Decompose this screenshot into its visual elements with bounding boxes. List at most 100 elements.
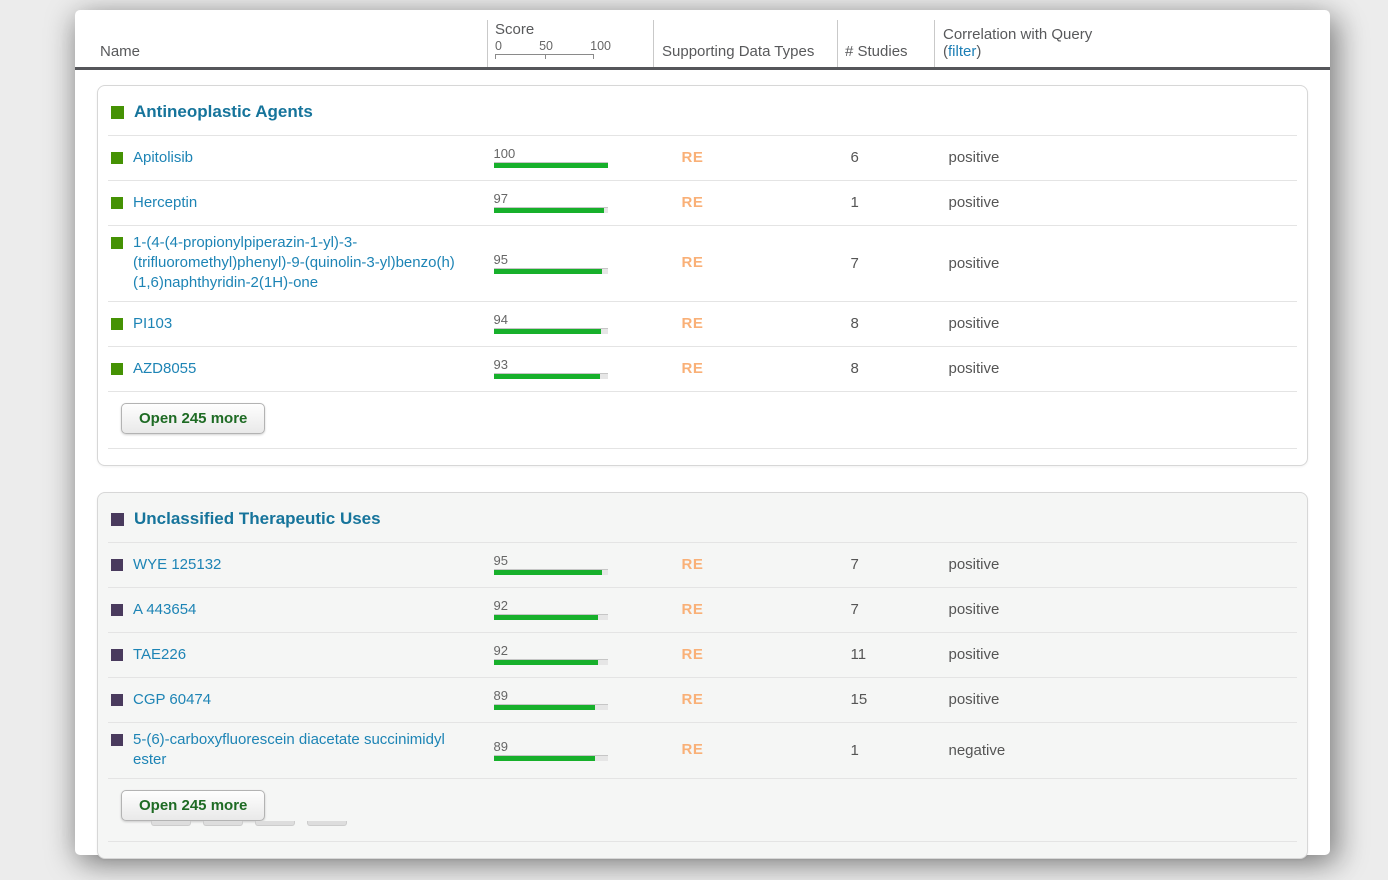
score-bar-fill: [493, 660, 599, 665]
data-type-badge[interactable]: RE: [681, 314, 704, 332]
row-marker-icon: [111, 362, 123, 375]
result-name-link[interactable]: WYE 125132: [133, 555, 222, 573]
studies-count: 8: [850, 360, 859, 377]
data-type-badge[interactable]: RE: [681, 359, 704, 377]
open-more-button[interactable]: Open 245 more: [121, 790, 266, 821]
score-bar-track: [493, 207, 608, 213]
data-type-badge[interactable]: RE: [681, 690, 704, 708]
score-bar-track: [493, 614, 608, 620]
studies-count-cell: 6: [844, 149, 941, 166]
correlation-cell: positive: [941, 646, 1308, 663]
result-score-cell: 92: [493, 598, 660, 620]
result-name-link[interactable]: PI103: [133, 314, 173, 332]
column-header-studies: # Studies: [837, 20, 934, 67]
correlation-cell: positive: [941, 601, 1308, 618]
result-score-cell: 89: [493, 689, 660, 710]
score-tick-0: 0: [495, 39, 502, 53]
result-score-cell: 95: [493, 553, 660, 575]
group-rows: Apitolisib 100 RE 6 positive Herceptin 9…: [98, 135, 1307, 391]
result-row: Herceptin 97 RE 1 positive: [98, 180, 1307, 225]
score-bar-track: [493, 328, 608, 334]
supporting-data-types-cell: RE: [660, 315, 844, 333]
score-value: 95: [493, 251, 508, 267]
data-type-badge[interactable]: RE: [681, 555, 704, 573]
correlation-cell: positive: [941, 194, 1308, 211]
supporting-data-types-cell: RE: [660, 691, 844, 709]
supporting-data-types-label: Supporting Data Types: [662, 43, 815, 60]
result-name-link[interactable]: Apitolisib: [133, 148, 194, 166]
correlation-cell: positive: [941, 315, 1308, 332]
open-more-button[interactable]: Open 245 more: [121, 403, 266, 434]
group-marker-icon: [111, 105, 124, 119]
supporting-data-types-cell: RE: [660, 360, 844, 378]
group-title-link[interactable]: Unclassified Therapeutic Uses: [134, 509, 381, 528]
result-name-link[interactable]: Herceptin: [133, 193, 198, 211]
score-bar-track: [493, 267, 608, 274]
score-value: 95: [493, 553, 508, 568]
correlation-value: positive: [948, 601, 1000, 618]
result-name-link[interactable]: 1-(4-(4-propionylpiperazin-1-yl)-3-(trif…: [133, 234, 455, 291]
correlation-value: positive: [948, 194, 1000, 211]
correlation-value: positive: [948, 646, 1000, 663]
row-marker-icon: [111, 237, 123, 249]
result-name-cell: 1-(4-(4-propionylpiperazin-1-yl)-3-(trif…: [111, 233, 494, 293]
supporting-data-types-cell: RE: [660, 194, 844, 212]
correlation-cell: positive: [941, 691, 1308, 708]
score-bar-track: [493, 373, 608, 379]
open-more-row: Open 245 more: [98, 778, 1307, 841]
score-bar-track: [493, 754, 608, 761]
column-header-correlation: Correlation with Query (filter): [934, 20, 1330, 67]
supporting-data-types-cell: RE: [660, 149, 844, 167]
group-panel: Unclassified Therapeutic Uses WYE 125132…: [97, 492, 1308, 859]
score-bar-fill: [493, 329, 601, 334]
result-name-link[interactable]: A 443654: [133, 600, 197, 618]
studies-count: 1: [850, 194, 859, 211]
result-row: TAE226 92 RE 11 positive: [98, 632, 1307, 677]
data-type-badge[interactable]: RE: [681, 645, 704, 663]
result-name-link[interactable]: TAE226: [133, 645, 187, 663]
score-value: 92: [493, 598, 508, 613]
score-tick-100: 100: [590, 39, 611, 53]
data-type-badge[interactable]: RE: [681, 254, 704, 271]
data-type-badge[interactable]: RE: [681, 600, 704, 618]
supporting-data-types-cell: RE: [660, 254, 844, 272]
groups: Antineoplastic Agents Apitolisib 100 RE …: [75, 70, 1330, 859]
filter-paren-close: ): [976, 43, 982, 60]
studies-count: 6: [850, 149, 859, 166]
column-header-supporting-data-types: Supporting Data Types: [653, 20, 837, 67]
result-name-link[interactable]: CGP 60474: [133, 690, 212, 708]
studies-count: 7: [850, 556, 859, 573]
data-type-badge[interactable]: RE: [681, 148, 704, 166]
result-name-cell: Herceptin: [111, 193, 494, 213]
correlation-cell: positive: [941, 360, 1308, 377]
group-title-link[interactable]: Antineoplastic Agents: [134, 102, 313, 121]
score-bar-fill: [493, 208, 605, 213]
result-score-cell: 95: [493, 251, 660, 274]
result-name-link[interactable]: 5-(6)-carboxyfluorescein diacetate succi…: [133, 731, 445, 768]
result-row: CGP 60474 89 RE 15 positive: [98, 677, 1307, 722]
studies-count-cell: 7: [844, 556, 941, 573]
studies-count: 1: [850, 741, 859, 759]
filter-link[interactable]: filter: [948, 43, 977, 60]
data-type-badge[interactable]: RE: [681, 741, 704, 758]
result-score-cell: 94: [493, 313, 660, 334]
row-marker-icon: [111, 648, 123, 661]
data-type-badge[interactable]: RE: [681, 193, 704, 211]
result-row: 5-(6)-carboxyfluorescein diacetate succi…: [98, 722, 1307, 778]
correlation-cell: positive: [941, 556, 1308, 573]
result-name-cell: WYE 125132: [111, 555, 494, 575]
studies-count-cell: 15: [844, 691, 941, 708]
result-name-link[interactable]: AZD8055: [133, 359, 197, 377]
correlation-value: positive: [948, 254, 1000, 272]
studies-count-cell: 8: [844, 315, 941, 332]
score-bar-track: [493, 569, 608, 575]
result-row: PI103 94 RE 8 positive: [98, 301, 1307, 346]
result-score-cell: 97: [493, 192, 660, 213]
result-row: AZD8055 93 RE 8 positive: [98, 346, 1307, 391]
supporting-data-types-cell: RE: [660, 741, 844, 759]
column-header-score: Score 0 50 100: [487, 20, 653, 67]
group-header: Unclassified Therapeutic Uses: [98, 493, 1307, 542]
studies-count: 8: [850, 315, 859, 332]
score-column-label: Score: [495, 21, 535, 38]
result-row: WYE 125132 95 RE 7 positive: [98, 542, 1307, 587]
